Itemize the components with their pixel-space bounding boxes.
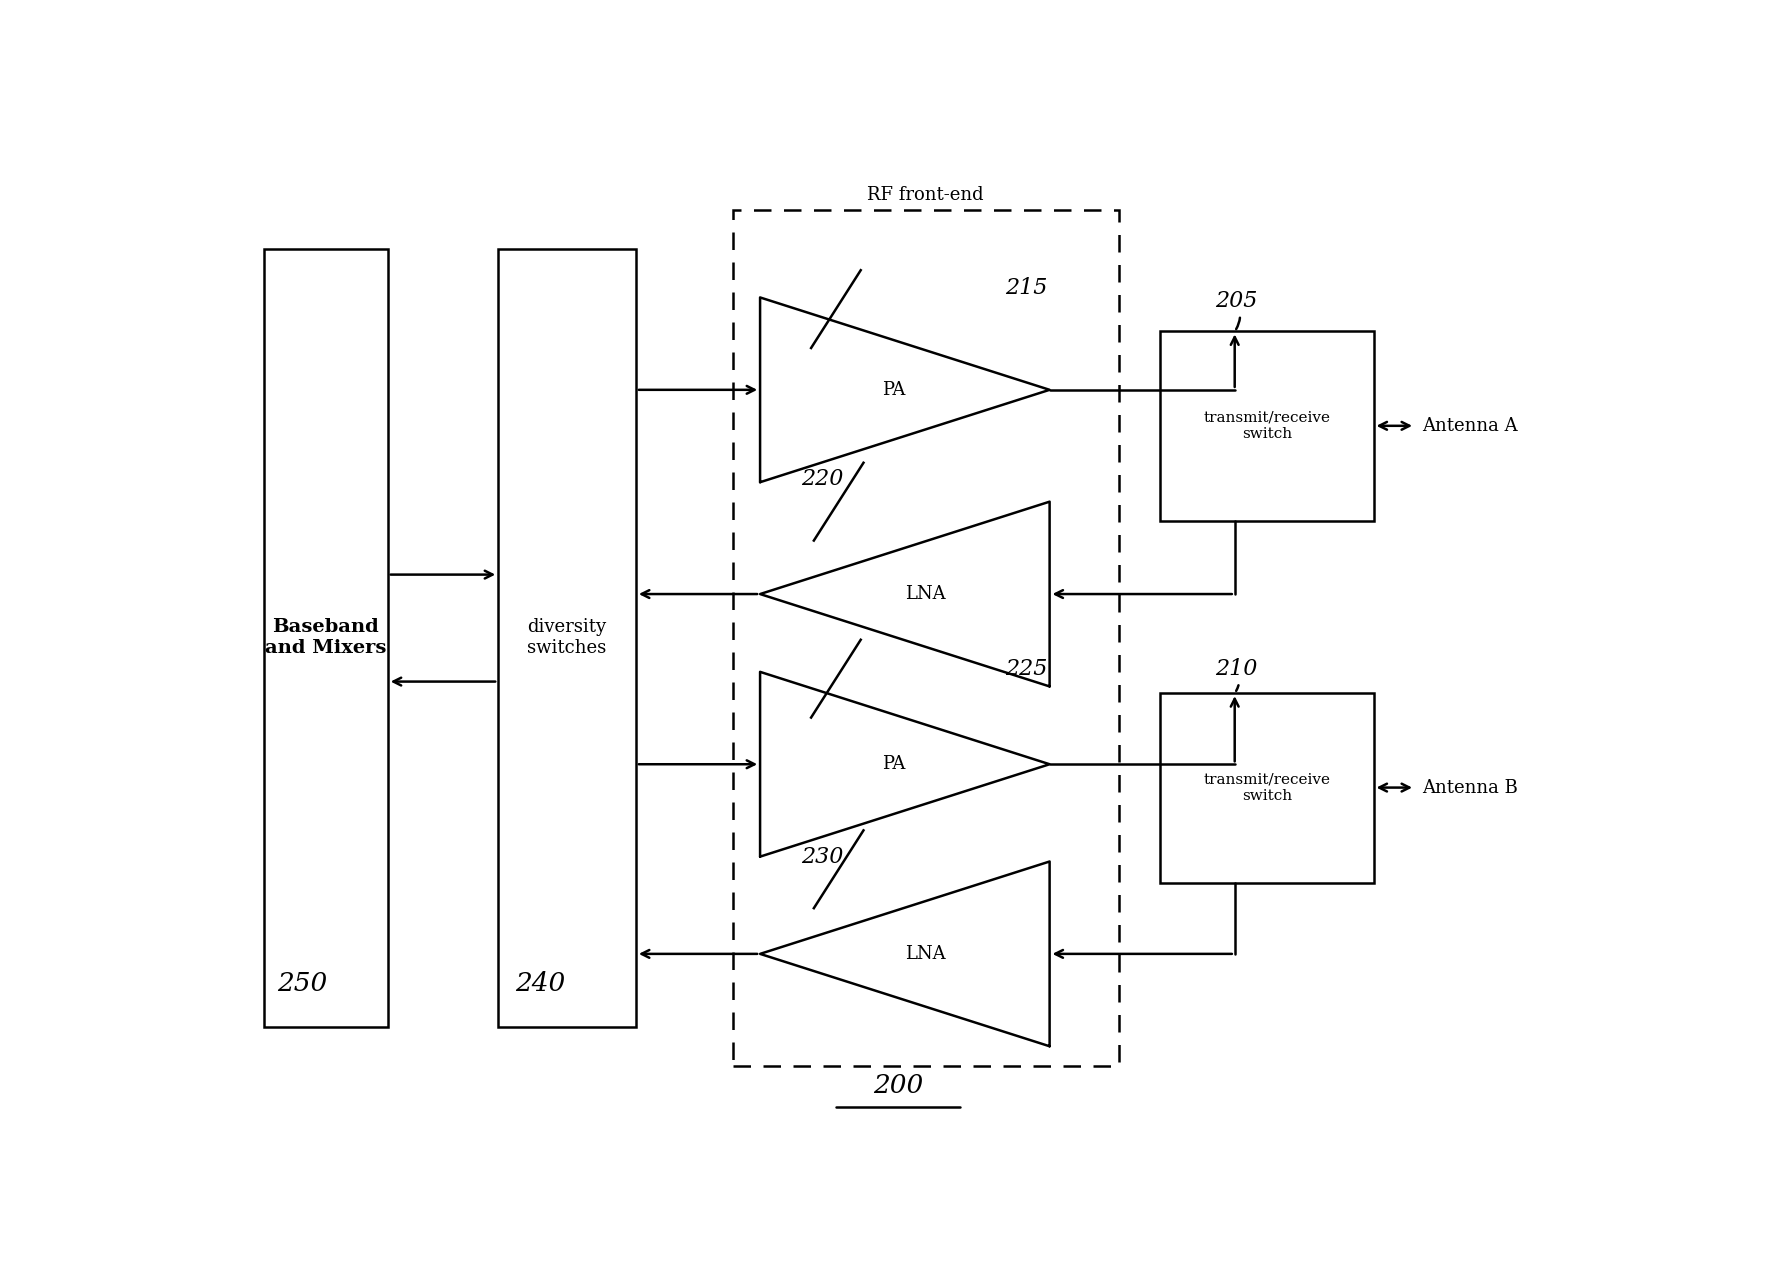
Text: diversity
switches: diversity switches: [527, 619, 607, 657]
Text: 230: 230: [802, 846, 843, 868]
Text: Antenna A: Antenna A: [1421, 417, 1517, 434]
Text: 215: 215: [1005, 277, 1048, 299]
Text: PA: PA: [882, 755, 906, 773]
Text: 200: 200: [873, 1072, 923, 1098]
Text: PA: PA: [882, 381, 906, 399]
Text: transmit/receive
switch: transmit/receive switch: [1204, 773, 1331, 803]
Text: RF front-end: RF front-end: [866, 187, 984, 205]
FancyBboxPatch shape: [1160, 331, 1373, 522]
Text: Baseband
and Mixers: Baseband and Mixers: [265, 619, 386, 657]
Text: Antenna B: Antenna B: [1421, 778, 1517, 797]
FancyBboxPatch shape: [498, 249, 637, 1027]
FancyBboxPatch shape: [1160, 693, 1373, 883]
Text: 225: 225: [1005, 658, 1048, 679]
Text: 240: 240: [514, 970, 566, 995]
Text: LNA: LNA: [906, 585, 946, 602]
FancyBboxPatch shape: [263, 249, 388, 1027]
FancyBboxPatch shape: [733, 210, 1119, 1066]
Text: transmit/receive
switch: transmit/receive switch: [1204, 410, 1331, 441]
Text: LNA: LNA: [906, 945, 946, 962]
Text: 205: 205: [1215, 290, 1258, 330]
Text: 210: 210: [1215, 658, 1258, 691]
Text: 220: 220: [802, 469, 843, 490]
Text: 250: 250: [278, 970, 327, 995]
